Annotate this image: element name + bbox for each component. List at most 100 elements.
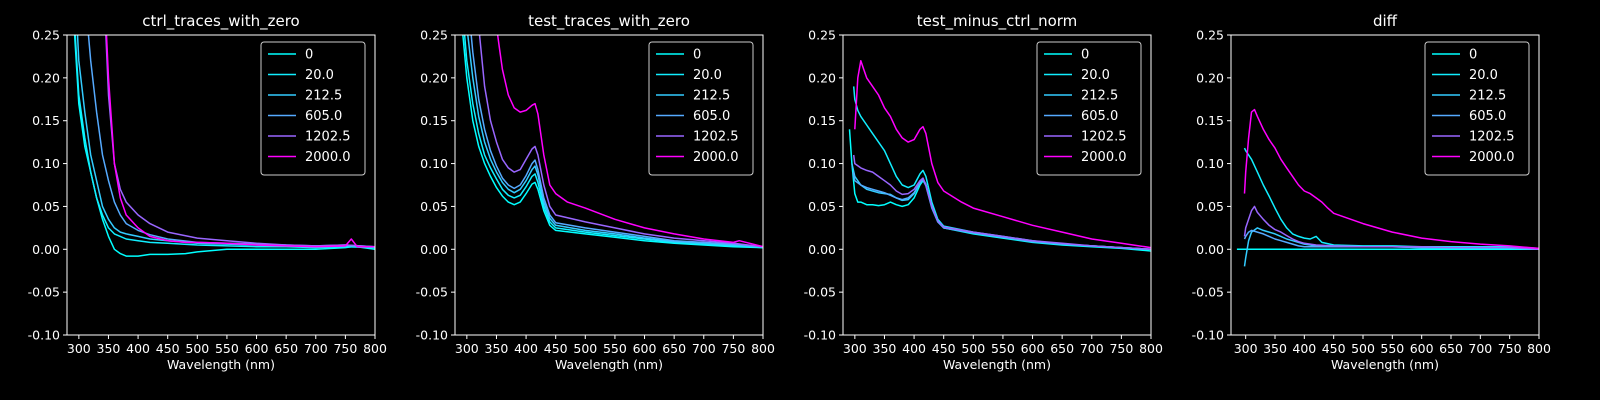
legend-label: 20.0 — [305, 68, 334, 83]
legend-label: 2000.0 — [305, 150, 351, 165]
y-tick-label: -0.10 — [28, 328, 60, 343]
x-tick-label: 400 — [126, 341, 150, 356]
legend-label: 0 — [1469, 48, 1477, 63]
y-tick-label: 0.15 — [808, 113, 836, 128]
y-tick-label: 0.20 — [32, 70, 60, 85]
y-tick-label: 0.20 — [808, 70, 836, 85]
y-tick-label: 0.05 — [1196, 199, 1224, 214]
x-tick-label: 600 — [1410, 341, 1434, 356]
series-line-20-0 — [463, 35, 763, 249]
x-tick-label: 300 — [843, 341, 867, 356]
legend: 0 20.0 212.5 605.0 1202.5 2000.0 — [260, 41, 366, 176]
y-tick-label: 0.00 — [420, 242, 448, 257]
y-tick-label: -0.05 — [804, 285, 836, 300]
legend-label: 605.0 — [1469, 109, 1506, 124]
series-line-1202-5 — [852, 154, 1151, 251]
y-tick-label: -0.05 — [28, 285, 60, 300]
x-axis-label: Wavelength (nm) — [1331, 357, 1439, 372]
series-line-20-0 — [74, 35, 375, 249]
y-tick-label: 0.25 — [32, 28, 60, 43]
chart-panel: 300 350 400 450 500 550 600 650 700 750 800 -0.10 -0… — [28, 12, 387, 372]
legend-label: 212.5 — [693, 89, 730, 104]
chart-title: test_traces_with_zero — [528, 12, 690, 31]
x-axis-label: Wavelength (nm) — [167, 357, 275, 372]
y-tick-label: 0.20 — [1196, 70, 1224, 85]
x-tick-label: 400 — [1292, 341, 1316, 356]
x-tick-label: 300 — [455, 341, 479, 356]
legend-label: 0 — [305, 48, 313, 63]
x-tick-label: 500 — [185, 341, 209, 356]
series-group — [848, 59, 1151, 252]
x-tick-label: 700 — [692, 341, 716, 356]
y-tick-label: -0.10 — [804, 328, 836, 343]
axes-frame — [66, 34, 376, 336]
series-line-212-5 — [467, 35, 763, 248]
series-group — [73, 35, 375, 257]
legend-label: 0 — [1081, 48, 1089, 63]
series-line-2000-0 — [854, 59, 1151, 249]
y-tick-label: 0.25 — [1196, 28, 1224, 43]
x-tick-label: 400 — [514, 341, 538, 356]
legend-label: 20.0 — [1081, 68, 1110, 83]
chart-panel: 300 350 400 450 500 550 600 650 700 750 800 -0.10 -0… — [1192, 12, 1551, 372]
y-tick-label: -0.10 — [416, 328, 448, 343]
legend-label: 2000.0 — [1081, 150, 1127, 165]
legend: 0 20.0 212.5 605.0 1202.5 2000.0 — [1424, 41, 1530, 176]
series-line-0 — [462, 35, 763, 249]
chart-panel: 300 350 400 450 500 550 600 650 700 750 800 -0.10 -0… — [804, 12, 1163, 372]
axes-frame — [454, 34, 764, 336]
series-line-1202-5 — [478, 35, 763, 248]
x-tick-label: 650 — [662, 341, 686, 356]
y-tick-label: -0.10 — [1192, 328, 1224, 343]
chart-title: diff — [1373, 12, 1398, 30]
x-tick-label: 750 — [1109, 341, 1133, 356]
y-tick-label: 0.10 — [32, 156, 60, 171]
x-tick-label: 750 — [1498, 341, 1522, 356]
legend-label: 2000.0 — [693, 150, 739, 165]
x-tick-label: 500 — [961, 341, 985, 356]
x-tick-label: 450 — [1322, 341, 1346, 356]
x-tick-label: 550 — [603, 341, 627, 356]
x-tick-label: 450 — [932, 341, 956, 356]
x-tick-label: 450 — [544, 341, 568, 356]
legend-label: 212.5 — [305, 89, 342, 104]
x-tick-label: 750 — [721, 341, 745, 356]
y-tick-label: 0.05 — [420, 199, 448, 214]
axes-frame — [842, 34, 1152, 336]
x-tick-label: 800 — [751, 341, 775, 356]
x-tick-label: 700 — [1468, 341, 1492, 356]
x-tick-label: 650 — [274, 341, 298, 356]
x-tick-label: 350 — [485, 341, 509, 356]
x-tick-label: 600 — [245, 341, 269, 356]
y-tick-label: 0.00 — [32, 242, 60, 257]
y-tick-label: -0.05 — [1192, 285, 1224, 300]
y-tick-label: 0.20 — [420, 70, 448, 85]
legend-label: 1202.5 — [305, 130, 351, 145]
series-group — [462, 35, 763, 249]
legend-label: 1202.5 — [1081, 130, 1127, 145]
series-line-2000-0 — [105, 35, 375, 248]
legend-label: 1202.5 — [1469, 130, 1515, 145]
legend-label: 605.0 — [305, 109, 342, 124]
x-tick-label: 700 — [304, 341, 328, 356]
x-tick-label: 700 — [1080, 341, 1104, 356]
legend-label: 605.0 — [1081, 109, 1118, 124]
series-line-1202-5 — [1243, 205, 1539, 251]
x-tick-label: 550 — [1380, 341, 1404, 356]
y-tick-label: 0.05 — [808, 199, 836, 214]
x-tick-label: 350 — [873, 341, 897, 356]
panels: 300 350 400 450 500 550 600 650 700 750 800 -0.10 -0… — [28, 12, 1551, 372]
x-tick-label: 750 — [333, 341, 357, 356]
legend-label: 1202.5 — [693, 130, 739, 145]
chart-title: test_minus_ctrl_norm — [917, 12, 1078, 31]
x-tick-label: 350 — [97, 341, 121, 356]
x-tick-label: 600 — [633, 341, 657, 356]
legend-label: 212.5 — [1469, 89, 1506, 104]
x-axis-label: Wavelength (nm) — [943, 357, 1051, 372]
series-line-605-0 — [852, 171, 1151, 251]
x-tick-label: 500 — [1351, 341, 1375, 356]
y-tick-label: 0.05 — [32, 199, 60, 214]
series-line-0 — [848, 129, 1151, 252]
